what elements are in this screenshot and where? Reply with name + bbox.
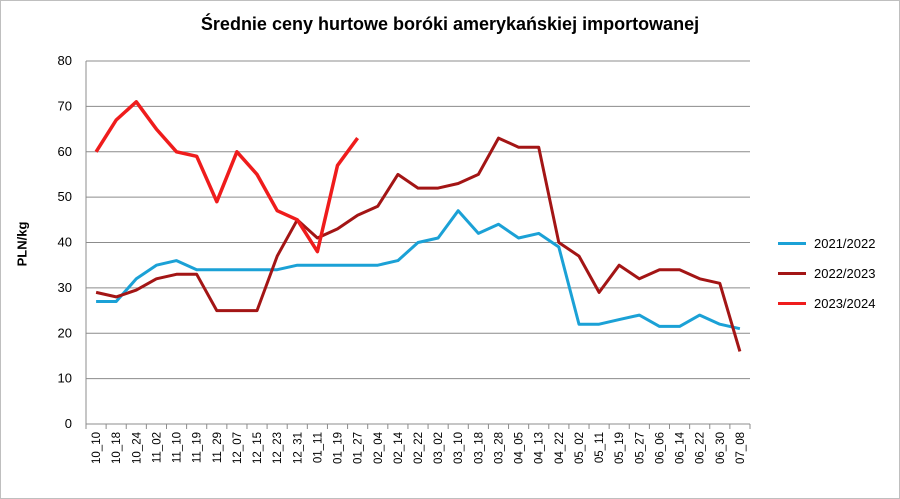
legend-label: 2023/2024 xyxy=(814,295,876,311)
x-tick-label: 12_23 xyxy=(272,432,284,464)
x-tick-label: 10_24 xyxy=(131,431,143,464)
x-tick-label: 02_04 xyxy=(373,431,385,464)
y-tick-label: 80 xyxy=(58,53,72,68)
x-tick-label: 05_27 xyxy=(634,432,646,464)
x-tick-label: 01_11 xyxy=(312,432,324,463)
x-tick-label: 10_10 xyxy=(91,432,103,464)
axes xyxy=(85,61,751,429)
series-line-2023-2024 xyxy=(94,100,360,254)
y-tick-label: 20 xyxy=(58,325,72,340)
x-tick-label: 05_02 xyxy=(574,432,586,464)
legend-item-2023-2024: 2023/2024 xyxy=(778,288,875,318)
y-tick-label: 10 xyxy=(58,371,72,386)
chart-title: Średnie ceny hurtowe boróki amerykańskie… xyxy=(200,14,700,34)
x-tick-label: 03_10 xyxy=(453,432,465,464)
y-tick-label: 30 xyxy=(58,280,72,295)
x-tick-label: 02_14 xyxy=(393,431,405,464)
y-tick-label: 40 xyxy=(58,235,72,250)
legend-label: 2022/2023 xyxy=(814,265,876,281)
x-tick-label: 03_18 xyxy=(473,432,485,464)
series-line-2021-2022 xyxy=(96,209,741,331)
y-tick-label: 70 xyxy=(58,98,72,113)
legend-label: 2021/2022 xyxy=(814,235,876,251)
x-tick-label: 11_10 xyxy=(172,432,184,463)
x-tick-label: 01_19 xyxy=(333,432,345,464)
gridlines xyxy=(86,60,750,380)
y-tick-label: 50 xyxy=(58,189,72,204)
x-tick-label: 05_19 xyxy=(614,432,626,464)
x-tick-label: 11_02 xyxy=(151,432,163,463)
x-tick-label: 06_30 xyxy=(715,432,727,464)
x-tick-label: 04_22 xyxy=(554,432,566,464)
y-tick-label: 0 xyxy=(65,416,72,431)
legend-swatch xyxy=(778,301,806,305)
x-tick-label: 01_27 xyxy=(353,432,365,464)
x-tick-label: 07_08 xyxy=(735,432,747,464)
x-tick-label: 06_06 xyxy=(654,432,666,464)
legend: 2021/2022 2022/2023 2023/2024 xyxy=(778,228,875,318)
legend-swatch xyxy=(778,271,806,275)
x-tick-label: 12_15 xyxy=(252,432,264,464)
series-lines xyxy=(94,100,742,352)
x-tick-label: 10_18 xyxy=(111,432,123,464)
y-tick-label: 60 xyxy=(58,144,72,159)
legend-item-2021-2022: 2021/2022 xyxy=(778,228,875,258)
x-tick-label: 06_22 xyxy=(695,432,707,464)
x-tick-label: 03_28 xyxy=(493,432,505,464)
x-tick-label: 02_22 xyxy=(413,432,425,464)
x-tick-label: 05_11 xyxy=(594,432,606,463)
y-tick-labels: 0 10 20 30 40 50 60 70 80 xyxy=(58,53,72,431)
x-tick-labels: 10_10 10_18 10_24 11_02 11_10 11_19 11_29 12_07… xyxy=(91,431,747,464)
x-tick-label: 11_29 xyxy=(212,432,224,463)
series-line-2022-2023 xyxy=(95,136,742,352)
legend-item-2022-2023: 2022/2023 xyxy=(778,258,875,288)
x-tick-label: 12_31 xyxy=(292,432,304,464)
legend-swatch xyxy=(778,241,806,245)
x-tick-label: 03_02 xyxy=(433,432,445,464)
x-tick-label: 04_05 xyxy=(514,432,526,464)
x-tick-label: 04_13 xyxy=(534,432,546,464)
x-tick-label: 11_19 xyxy=(192,432,204,463)
x-tick-label: 06_14 xyxy=(675,431,687,464)
x-tick-label: 12_07 xyxy=(232,432,244,464)
